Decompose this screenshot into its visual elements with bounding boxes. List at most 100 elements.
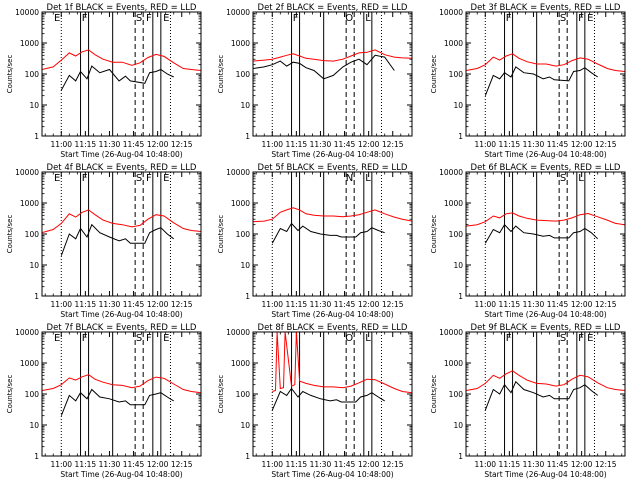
series-line-lld (42, 49, 201, 71)
marker-label: S (136, 13, 142, 24)
y-tick-label: 1 (34, 292, 39, 301)
x-axis-label: Start Time (26-Aug-04 10:48:00) (60, 470, 182, 479)
marker-label: E (163, 173, 169, 184)
series-line-lld (466, 212, 625, 227)
marker-label: E (587, 333, 593, 344)
plot-frame (252, 11, 413, 137)
y-tick-label: 100 (236, 70, 251, 79)
panel-det-4: Det 4f BLACK = Events, RED = LLD Counts/s… (6, 163, 202, 319)
y-tick-label: 100 (449, 70, 464, 79)
y-tick-label: 10000 (15, 328, 39, 337)
x-tick-label: 12:00 (147, 140, 169, 149)
panel-title: Det 6f BLACK = Events, RED = LLD (471, 163, 621, 173)
y-tick-label: 100 (449, 390, 464, 399)
marker-label: S (560, 333, 566, 344)
x-tick-label: 11:15 (499, 460, 521, 469)
y-tick-label: 100 (25, 390, 40, 399)
x-tick-label: 12:15 (171, 140, 193, 149)
x-tick-label: 11:00 (474, 300, 496, 309)
y-tick-label: 10 (240, 421, 250, 430)
y-tick-label: 10000 (226, 168, 250, 177)
x-tick-label: 12:00 (571, 300, 593, 309)
y-tick-label: 1000 (20, 39, 39, 48)
y-tick-label: 100 (25, 70, 40, 79)
panel-det-5: Det 5f BLACK = Events, RED = LLD Counts/s… (217, 163, 413, 319)
x-tick-label: 11:15 (75, 460, 97, 469)
marker-label: F (506, 13, 512, 24)
marker-label: E (54, 13, 60, 24)
x-tick-label: 11:45 (334, 460, 356, 469)
x-axis-label: Start Time (26-Aug-04 10:48:00) (60, 310, 182, 319)
marker-label: E (54, 333, 60, 344)
y-tick-label: 1 (245, 132, 250, 141)
series-line-events (271, 387, 385, 411)
marker-label: E (587, 13, 593, 24)
y-tick-label: 1 (34, 132, 39, 141)
y-tick-label: 10000 (226, 8, 250, 17)
series-line-events (484, 380, 599, 411)
panel-title: Det 5f BLACK = Events, RED = LLD (258, 163, 408, 173)
series-line-lld (466, 370, 625, 391)
marker-label: S (560, 13, 566, 24)
x-tick-label: 11:45 (547, 140, 569, 149)
panel-det-8: Det 8f BLACK = Events, RED = LLD Counts/s… (217, 323, 413, 479)
x-tick-label: 11:15 (286, 300, 308, 309)
x-axis-label: Start Time (26-Aug-04 10:48:00) (60, 150, 182, 159)
y-tick-label: 1000 (444, 199, 463, 208)
y-tick-label: 1 (245, 292, 250, 301)
y-tick-label: 10 (453, 261, 463, 270)
x-axis-label: Start Time (26-Aug-04 10:48:00) (271, 150, 393, 159)
y-tick-label: 100 (449, 230, 464, 239)
series-line-lld (42, 374, 201, 394)
series-line-lld (272, 332, 412, 394)
x-tick-label: 12:00 (571, 140, 593, 149)
x-tick-label: 11:30 (523, 460, 545, 469)
y-tick-label: 10 (240, 101, 250, 110)
y-axis-label: Counts/sec (430, 375, 438, 414)
marker-label: L (365, 173, 371, 184)
x-axis-label: Start Time (26-Aug-04 10:48:00) (484, 470, 606, 479)
marker-label: S (136, 173, 142, 184)
marker-label: F (146, 13, 152, 24)
x-tick-label: 12:15 (595, 140, 617, 149)
panel-title: Det 7f BLACK = Events, RED = LLD (47, 323, 197, 333)
x-tick-label: 12:00 (358, 300, 380, 309)
marker-label: E (54, 173, 60, 184)
x-tick-label: 11:45 (334, 300, 356, 309)
plot-frame (252, 331, 413, 457)
series-line-events (253, 54, 395, 80)
x-tick-label: 11:00 (474, 140, 496, 149)
x-tick-label: 12:00 (358, 140, 380, 149)
y-tick-label: 1000 (20, 199, 39, 208)
x-tick-label: 11:45 (123, 460, 145, 469)
x-tick-label: 11:30 (523, 300, 545, 309)
y-tick-label: 1 (458, 452, 463, 461)
x-tick-label: 11:45 (334, 140, 356, 149)
x-tick-label: 12:15 (595, 300, 617, 309)
series-line-events (60, 65, 174, 91)
panel-title: Det 3f BLACK = Events, RED = LLD (471, 3, 621, 13)
marker-label: L (365, 13, 371, 24)
series-line-lld (253, 207, 412, 223)
x-tick-label: 11:45 (123, 140, 145, 149)
marker-label: E (163, 13, 169, 24)
x-tick-label: 11:30 (99, 140, 121, 149)
series-line-lld (42, 209, 201, 234)
x-tick-label: 12:00 (147, 460, 169, 469)
marker-label: F (146, 173, 152, 184)
x-tick-label: 12:00 (571, 460, 593, 469)
x-axis-label: Start Time (26-Aug-04 10:48:00) (271, 470, 393, 479)
y-tick-label: 1 (34, 452, 39, 461)
series-line-events (484, 223, 599, 244)
y-tick-label: 1000 (231, 359, 250, 368)
marker-label: S (136, 333, 142, 344)
x-tick-label: 11:30 (310, 460, 332, 469)
series-line-events (60, 388, 174, 416)
y-tick-label: 100 (236, 390, 251, 399)
marker-label: F (146, 333, 152, 344)
y-tick-label: 1000 (231, 39, 250, 48)
marker-label: O (345, 13, 353, 24)
marker-label: N (346, 173, 353, 184)
panel-title: Det 4f BLACK = Events, RED = LLD (47, 163, 197, 173)
marker-label: F (82, 333, 88, 344)
